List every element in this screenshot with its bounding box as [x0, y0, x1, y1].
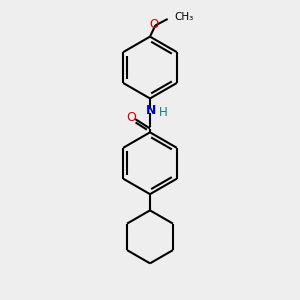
Text: H: H — [159, 106, 168, 119]
Text: CH₃: CH₃ — [174, 12, 194, 22]
Text: N: N — [146, 104, 156, 117]
Text: O: O — [126, 110, 136, 124]
Text: O: O — [149, 18, 158, 31]
